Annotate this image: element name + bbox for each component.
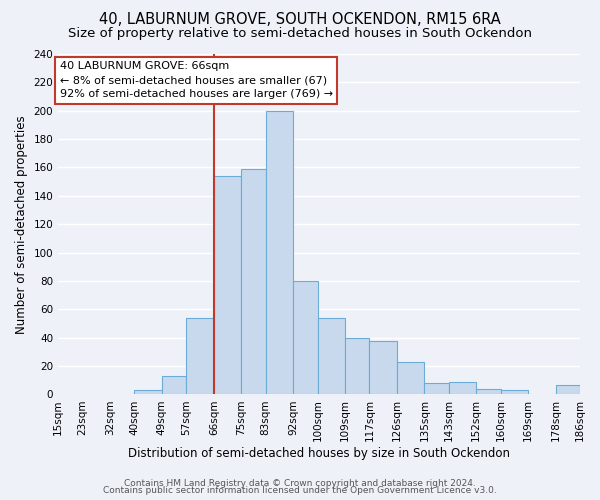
Bar — [317, 318, 345, 394]
Bar — [476, 389, 500, 394]
Bar — [187, 318, 214, 394]
Text: 40, LABURNUM GROVE, SOUTH OCKENDON, RM15 6RA: 40, LABURNUM GROVE, SOUTH OCKENDON, RM15… — [99, 12, 501, 28]
Bar — [397, 362, 424, 394]
Text: Size of property relative to semi-detached houses in South Ockendon: Size of property relative to semi-detach… — [68, 28, 532, 40]
Text: Contains HM Land Registry data © Crown copyright and database right 2024.: Contains HM Land Registry data © Crown c… — [124, 478, 476, 488]
Bar — [449, 382, 476, 394]
Bar — [345, 338, 370, 394]
Bar — [500, 390, 528, 394]
Bar — [424, 383, 449, 394]
Bar — [214, 176, 241, 394]
Bar — [370, 340, 397, 394]
Bar — [134, 390, 162, 394]
Y-axis label: Number of semi-detached properties: Number of semi-detached properties — [15, 115, 28, 334]
X-axis label: Distribution of semi-detached houses by size in South Ockendon: Distribution of semi-detached houses by … — [128, 447, 510, 460]
Bar — [266, 110, 293, 395]
Bar — [241, 169, 266, 394]
Text: Contains public sector information licensed under the Open Government Licence v3: Contains public sector information licen… — [103, 486, 497, 495]
Bar — [162, 376, 187, 394]
Bar — [293, 281, 317, 394]
Bar — [556, 384, 580, 394]
Text: 40 LABURNUM GROVE: 66sqm
← 8% of semi-detached houses are smaller (67)
92% of se: 40 LABURNUM GROVE: 66sqm ← 8% of semi-de… — [59, 61, 333, 99]
